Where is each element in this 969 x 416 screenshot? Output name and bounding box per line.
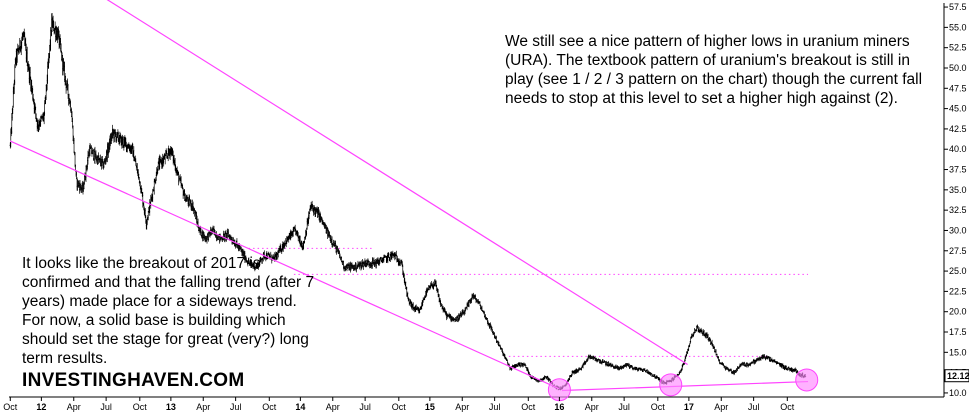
last-price-marker: 12.12 <box>944 369 969 383</box>
x-tick-label-month: Oct <box>651 402 666 412</box>
x-tick-label-month: Oct <box>780 402 795 412</box>
trendline <box>10 140 560 390</box>
y-tick-label: 37.5 <box>949 165 967 175</box>
x-tick-label-month: Apr <box>714 402 728 412</box>
y-tick-label: 55.0 <box>949 22 967 32</box>
x-tick-label-year: 13 <box>166 402 176 412</box>
y-tick-label: 27.5 <box>949 246 967 256</box>
last-price-label: 12.12 <box>947 371 969 381</box>
pattern-circles <box>547 368 819 402</box>
x-tick-label-month: Jul <box>100 402 112 412</box>
annotation-left: It looks like the breakout of 2017 is co… <box>22 255 315 367</box>
y-tick-label: 32.5 <box>949 205 967 215</box>
x-tick-label-month: Apr <box>67 402 81 412</box>
y-tick-label: 47.5 <box>949 83 967 93</box>
x-tick-label-month: Jul <box>489 402 501 412</box>
x-tick-label-month: Oct <box>521 402 536 412</box>
last-price-box <box>944 369 969 383</box>
y-tick-label: 20.0 <box>949 307 967 317</box>
x-tick-label-month: Apr <box>585 402 599 412</box>
x-tick-label-month: Jul <box>618 402 630 412</box>
y-tick-label: 10.0 <box>949 388 967 398</box>
chart-frame <box>9 3 945 398</box>
pattern-circle-2 <box>659 373 683 397</box>
y-tick-label: 25.0 <box>949 266 967 276</box>
y-tick-label: 40.0 <box>949 144 967 154</box>
y-tick-label: 22.5 <box>949 286 967 296</box>
y-tick-label: 50.0 <box>949 63 967 73</box>
x-tick-label-month: Jul <box>359 402 371 412</box>
x-tick-label-month: Apr <box>326 402 340 412</box>
annotation-top-right: We still see a nice pattern of higher lo… <box>505 33 923 107</box>
y-tick-label: 45.0 <box>949 104 967 114</box>
x-tick-label-month: Apr <box>196 402 210 412</box>
x-tick-label-month: Jul <box>748 402 760 412</box>
x-tick-label-month: Apr <box>455 402 469 412</box>
pattern-circle-3 <box>795 368 819 392</box>
y-tick-label: 30.0 <box>949 225 967 235</box>
y-tick-label: 15.0 <box>949 347 967 357</box>
x-tick-label-month: Oct <box>262 402 277 412</box>
y-tick-label: 42.5 <box>949 124 967 134</box>
support-resistance-levels <box>248 247 809 357</box>
x-tick-label-month: Oct <box>3 402 18 412</box>
x-tick-label-year: 16 <box>554 402 564 412</box>
x-tick-label-year: 12 <box>36 402 46 412</box>
x-tick-label-month: Oct <box>392 402 407 412</box>
y-tick-label: 52.5 <box>949 43 967 53</box>
trendline <box>106 0 688 366</box>
y-tick-label: 17.5 <box>949 327 967 337</box>
x-tick-label-year: 17 <box>684 402 694 412</box>
x-tick-label-month: Jul <box>230 402 242 412</box>
trendlines <box>10 0 809 392</box>
y-axis: 10.012.515.017.520.022.525.027.530.032.5… <box>944 2 967 398</box>
y-tick-label: 35.0 <box>949 185 967 195</box>
brand-watermark: INVESTINGHAVEN.COM <box>22 370 245 391</box>
y-tick-label: 57.5 <box>949 2 967 12</box>
x-tick-label-year: 14 <box>295 402 305 412</box>
x-axis: Oct 12 Apr Jul Oct 13 Apr Jul Oct 14 Apr Jul Oct 15 Ap… <box>3 397 795 412</box>
trendline <box>561 380 809 392</box>
x-tick-label-month: Oct <box>133 402 148 412</box>
x-tick-label-year: 15 <box>425 402 435 412</box>
